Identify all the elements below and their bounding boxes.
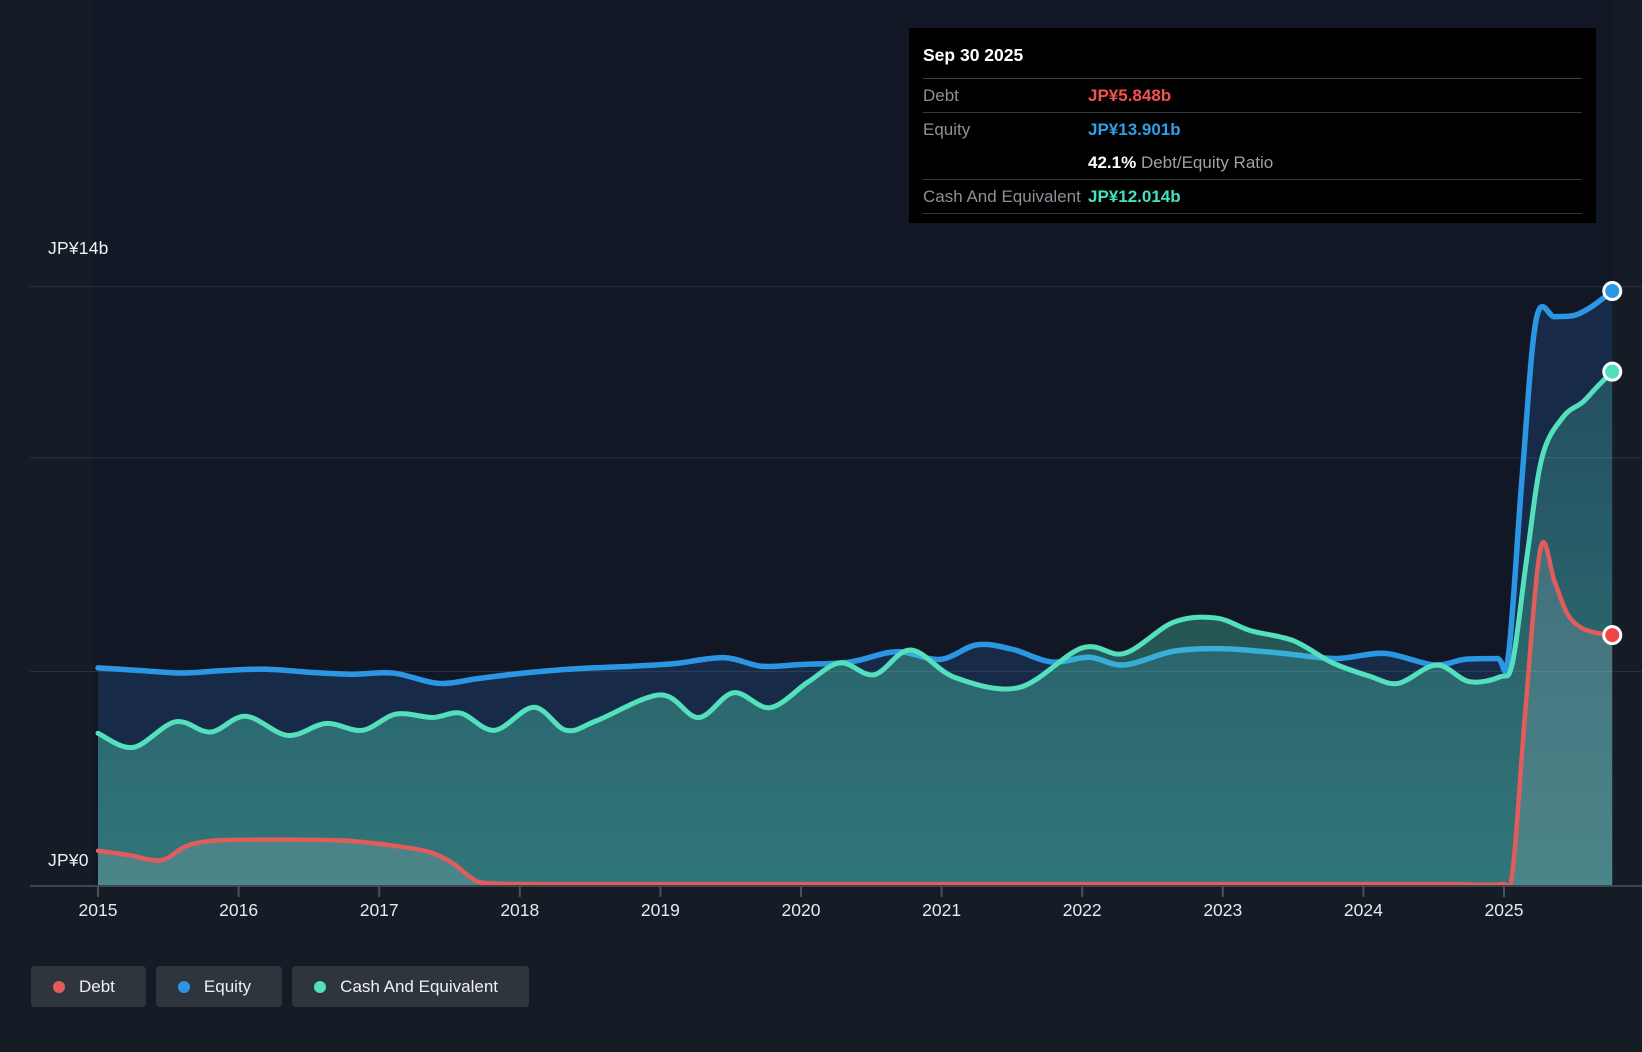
x-axis-year-label: 2018 [480, 900, 560, 921]
equity-dot-icon [178, 981, 190, 993]
legend-equity-label: Equity [204, 977, 251, 997]
x-axis-year-label: 2015 [58, 900, 138, 921]
legend-debt-label: Debt [79, 977, 115, 997]
legend-item-cash[interactable]: Cash And Equivalent [292, 966, 529, 1007]
x-axis-year-label: 2025 [1464, 900, 1544, 921]
x-axis-year-label: 2016 [199, 900, 279, 921]
tooltip-row-equity: Equity JP¥13.901b [923, 113, 1582, 146]
y-axis-max-label: JP¥14b [48, 238, 109, 259]
debt-dot-icon [53, 981, 65, 993]
tooltip-equity-value: JP¥13.901b [1088, 120, 1582, 140]
legend-item-equity[interactable]: Equity [156, 966, 282, 1007]
x-axis-year-label: 2022 [1042, 900, 1122, 921]
chart-tooltip: Sep 30 2025 Debt JP¥5.848b Equity JP¥13.… [909, 28, 1596, 223]
tooltip-debt-value: JP¥5.848b [1088, 86, 1582, 106]
legend-item-debt[interactable]: Debt [31, 966, 146, 1007]
tooltip-row-cash: Cash And Equivalent JP¥12.014b [923, 180, 1582, 214]
tooltip-cash-label: Cash And Equivalent [923, 187, 1088, 207]
legend-cash-label: Cash And Equivalent [340, 977, 498, 997]
x-axis-year-label: 2019 [620, 900, 700, 921]
tooltip-ratio: 42.1% Debt/Equity Ratio [1088, 153, 1582, 173]
x-axis-year-label: 2020 [761, 900, 841, 921]
x-axis-year-label: 2021 [902, 900, 982, 921]
tooltip-cash-value: JP¥12.014b [1088, 187, 1582, 207]
x-axis-year-label: 2024 [1323, 900, 1403, 921]
tooltip-equity-label: Equity [923, 120, 1088, 140]
tooltip-date: Sep 30 2025 [923, 28, 1582, 79]
tooltip-ratio-value: 42.1% [1088, 153, 1136, 172]
tooltip-row-debt: Debt JP¥5.848b [923, 79, 1582, 113]
tooltip-debt-label: Debt [923, 86, 1088, 106]
x-axis-year-label: 2017 [339, 900, 419, 921]
tooltip-row-ratio: 42.1% Debt/Equity Ratio [923, 146, 1582, 180]
debt-equity-chart: JP¥14b JP¥0 2015 2016 2017 2018 2019 2020 2021… [0, 0, 1642, 1052]
x-axis-year-label: 2023 [1183, 900, 1263, 921]
y-axis-zero-label: JP¥0 [48, 850, 89, 871]
cash-dot-icon [314, 981, 326, 993]
chart-legend: Debt Equity Cash And Equivalent [31, 966, 529, 1007]
